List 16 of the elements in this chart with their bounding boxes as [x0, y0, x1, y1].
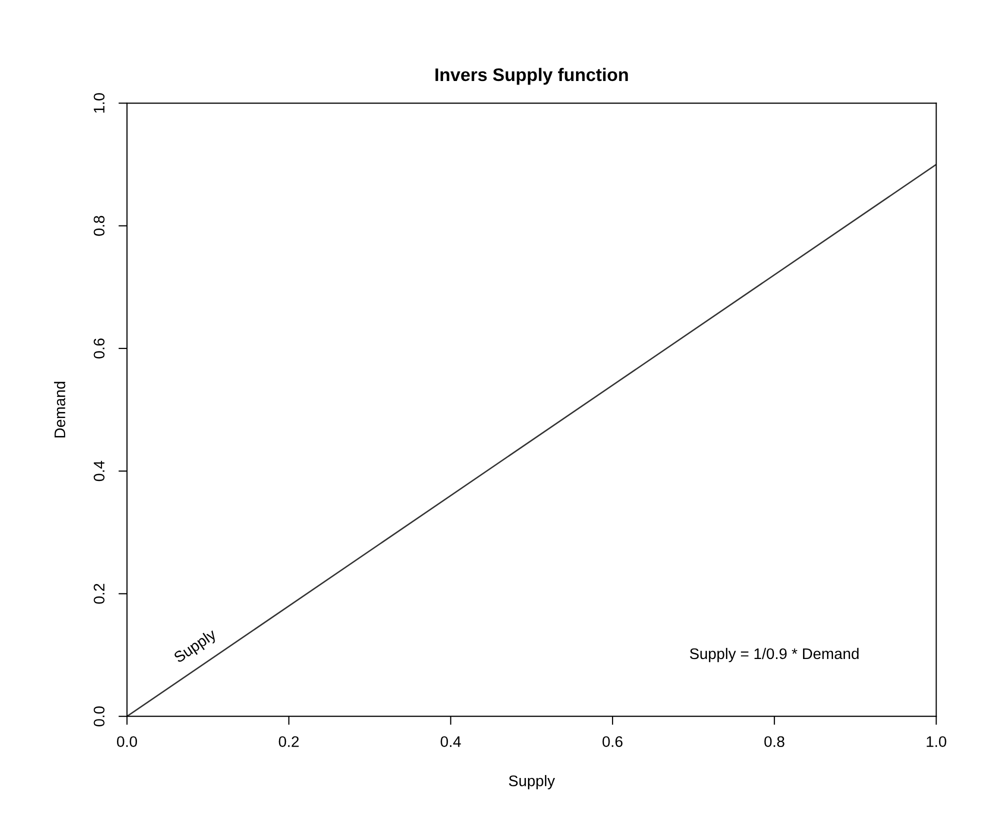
- y-tick-label: 0.0: [94, 706, 105, 726]
- chart-title: Invers Supply function: [436, 68, 628, 85]
- x-tick-label: 0.2: [278, 736, 299, 748]
- annotation: Supply = 1/0.9 * Demand: [690, 648, 859, 662]
- x-tick-label: 0.8: [764, 736, 784, 748]
- y-tick-label: 1.0: [94, 93, 105, 113]
- y-axis-title: Demand: [54, 382, 66, 438]
- x-axis-title: Supply: [508, 775, 555, 790]
- y-tick-label: 0.4: [94, 460, 105, 482]
- x-tick-label: 0.4: [440, 736, 461, 748]
- y-tick-label: 0.2: [94, 584, 105, 604]
- x-tick-label: 0.6: [602, 736, 622, 748]
- y-tick-label: 0.8: [94, 216, 105, 236]
- y-tick-label: 0.6: [94, 338, 105, 358]
- x-tick-label: 1.0: [926, 736, 946, 748]
- x-tick-label: 0.0: [116, 736, 138, 748]
